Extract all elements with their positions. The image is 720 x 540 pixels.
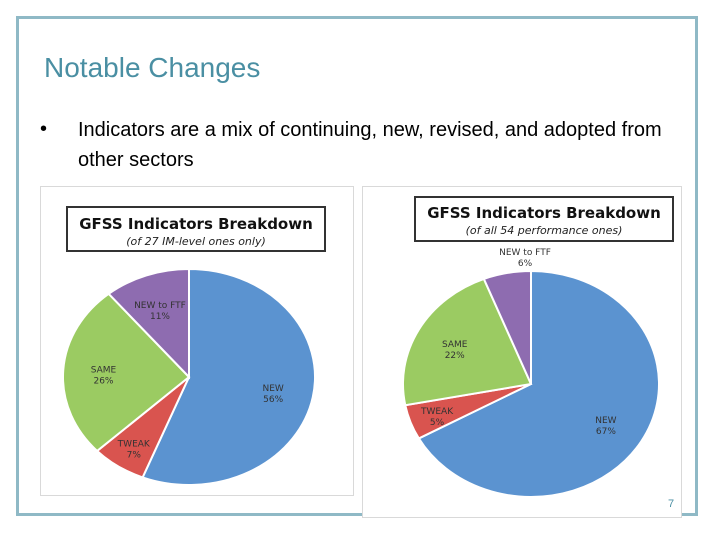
slice-label-new: NEW 56%: [262, 384, 283, 405]
slice-label-new: NEW 67%: [595, 416, 616, 437]
slice-label-tweak: TWEAK 7%: [117, 440, 151, 461]
slice-label-same: SAME 22%: [442, 340, 468, 361]
chart-title-box: [414, 196, 674, 242]
pie-slice-same: [62, 292, 191, 453]
slice-label-tweak: TWEAK 5%: [420, 407, 454, 428]
pie-slice-new-to-ftf: [107, 267, 190, 380]
slice-label-same: SAME 26%: [91, 365, 117, 386]
chart-title: GFSS Indicators Breakdown: [79, 215, 313, 233]
pie-chart-performance: GFSS Indicators Breakdown (of all 54 per…: [362, 186, 682, 518]
chart-title-box: [66, 206, 326, 252]
chart-title: GFSS Indicators Breakdown: [427, 204, 661, 222]
bullet-marker: •: [40, 118, 48, 140]
slide-frame: [16, 16, 698, 516]
pie-slice-same: [402, 277, 533, 407]
pie-chart-im-level: GFSS Indicators Breakdown (of 27 IM-leve…: [40, 186, 354, 496]
pie-slice-new: [141, 267, 316, 486]
pie-slices: NEW 67% TWEAK 5% SAME 22% NEW to FTF 6%: [402, 248, 660, 498]
pie-chart-performance-svg: GFSS Indicators Breakdown (of all 54 per…: [402, 196, 674, 498]
chart-subtitle: (of 27 IM-level ones only): [126, 235, 266, 248]
chart-subtitle: (of all 54 performance ones): [466, 224, 623, 237]
slice-label-new-to-ftf: NEW to FTF 6%: [499, 248, 551, 269]
slice-label-new-to-ftf: NEW to FTF 11%: [134, 301, 186, 322]
pie-slices: NEW 56% TWEAK 7% SAME 26% NEW to FTF 11%: [62, 267, 316, 486]
bullet-text: Indicators are a mix of continuing, new,…: [78, 119, 662, 171]
pie-slice-new: [417, 269, 660, 498]
pie-slice-new-to-ftf: [482, 269, 532, 385]
slide-title: Notable Changes: [44, 52, 261, 83]
pie-chart-im-level-svg: GFSS Indicators Breakdown (of 27 IM-leve…: [62, 206, 326, 486]
page-number: 7: [668, 498, 675, 510]
